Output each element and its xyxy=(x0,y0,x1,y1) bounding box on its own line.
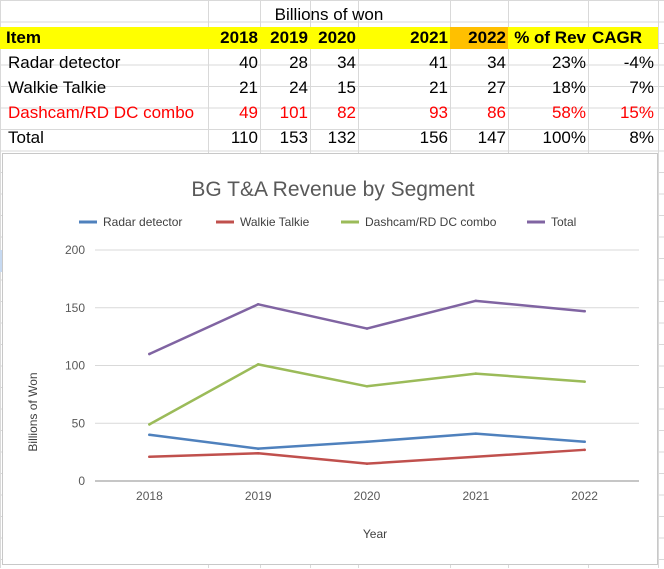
data-point xyxy=(474,372,478,375)
table-cell: 24 xyxy=(289,78,308,97)
data-point xyxy=(148,352,151,356)
data-point xyxy=(583,448,586,452)
table-cell: 21 xyxy=(239,78,258,97)
chart-series xyxy=(148,299,586,465)
header-pct-rev: % of Rev xyxy=(514,28,586,47)
table-cell: 147 xyxy=(477,128,506,147)
data-point xyxy=(583,380,586,383)
y-axis-title: Billions of Won xyxy=(26,372,40,451)
row-item-label: Total xyxy=(8,128,44,147)
x-tick-label: 2019 xyxy=(245,489,272,503)
data-point xyxy=(256,447,260,450)
header-2021: 2021 xyxy=(410,28,448,47)
x-tick-label: 2020 xyxy=(354,489,381,503)
chart-canvas: BG T&A Revenue by Segment Radar detector… xyxy=(26,178,639,541)
y-tick-label: 200 xyxy=(65,243,85,257)
header-item: Item xyxy=(6,28,41,47)
table-cell: 93 xyxy=(429,103,448,122)
table-cell: 100% xyxy=(542,128,586,147)
header-2022: 2022 xyxy=(468,28,506,47)
y-tick-label: 100 xyxy=(65,359,85,373)
legend-item[interactable]: Walkie Talkie xyxy=(216,215,310,229)
row-item-label: Radar detector xyxy=(8,53,121,72)
x-axis-ticks: 2018 2019 2020 2021 2022 xyxy=(136,489,598,503)
table-cell: 156 xyxy=(419,128,448,147)
header-2018: 2018 xyxy=(220,28,258,47)
data-point xyxy=(148,455,151,459)
line-chart[interactable]: BG T&A Revenue by Segment Radar detector… xyxy=(2,153,658,565)
x-axis-title: Year xyxy=(363,527,387,541)
column-divider xyxy=(658,0,659,568)
table-caption: Billions of won xyxy=(274,5,384,24)
data-point xyxy=(474,299,478,303)
y-tick-label: 150 xyxy=(65,301,85,315)
table-cell: 101 xyxy=(279,103,308,122)
table-cell: 82 xyxy=(337,103,356,122)
table-cell: -4% xyxy=(623,53,654,72)
data-point xyxy=(365,440,369,444)
table-cell: 27 xyxy=(487,78,506,97)
row-item-label: Walkie Talkie xyxy=(8,78,107,97)
legend-label: Walkie Talkie xyxy=(240,215,310,229)
table-cell: 49 xyxy=(239,103,258,122)
table-cell: 21 xyxy=(429,78,448,97)
header-2020: 2020 xyxy=(318,28,356,47)
table-cell: 110 xyxy=(230,128,258,147)
data-point xyxy=(148,423,151,426)
legend-item[interactable]: Total xyxy=(527,215,576,229)
data-point xyxy=(256,451,260,455)
table-cell: 8% xyxy=(629,128,654,147)
data-point xyxy=(365,384,369,388)
table-cell: 40 xyxy=(239,53,258,72)
table-cell: 132 xyxy=(327,128,356,147)
table-cell: 18% xyxy=(551,78,586,97)
data-point xyxy=(365,327,369,330)
row-item-label: Dashcam/RD DC combo xyxy=(8,103,195,122)
y-tick-label: 50 xyxy=(72,416,86,430)
chart-title: BG T&A Revenue by Segment xyxy=(191,178,474,201)
series-line-dashcam-rd-dc-combo xyxy=(148,363,586,426)
table-cell: 7% xyxy=(629,78,654,97)
table-cell: 15% xyxy=(619,103,654,122)
table-cell: 23% xyxy=(551,53,586,72)
data-point xyxy=(365,462,369,465)
x-tick-label: 2018 xyxy=(136,489,163,503)
series-line-walkie-talkie xyxy=(148,448,586,465)
data-point xyxy=(256,363,260,366)
table-cell: 28 xyxy=(289,53,308,72)
header-cagr: CAGR xyxy=(592,28,643,47)
x-tick-label: 2022 xyxy=(571,489,598,503)
table-cell: 86 xyxy=(487,103,506,122)
table-cell: 34 xyxy=(487,53,506,72)
y-axis-ticks: 0 50 100 150 200 xyxy=(65,243,85,488)
data-point xyxy=(474,455,478,459)
table-cell: 41 xyxy=(429,53,448,72)
data-point xyxy=(256,302,260,306)
header-highlight-2022 xyxy=(450,27,508,49)
data-point xyxy=(583,309,586,313)
header-2019: 2019 xyxy=(270,28,308,47)
table-cell: 153 xyxy=(279,128,308,147)
table-cell: 15 xyxy=(337,78,356,97)
legend-label: Radar detector xyxy=(103,215,182,229)
data-point xyxy=(148,433,151,437)
y-tick-label: 0 xyxy=(78,474,85,488)
legend-label: Dashcam/RD DC combo xyxy=(365,215,497,229)
chart-legend[interactable]: Radar detector Walkie Talkie Dashcam/RD DC… xyxy=(79,215,576,229)
data-point xyxy=(583,440,586,444)
table-cell: 58% xyxy=(551,103,586,122)
chart-gridlines xyxy=(95,249,639,482)
legend-item[interactable]: Dashcam/RD DC combo xyxy=(341,215,497,229)
legend-label: Total xyxy=(551,215,576,229)
data-point xyxy=(474,432,478,435)
legend-item[interactable]: Radar detector xyxy=(79,215,182,229)
x-tick-label: 2021 xyxy=(462,489,489,503)
table-cell: 34 xyxy=(337,53,356,72)
